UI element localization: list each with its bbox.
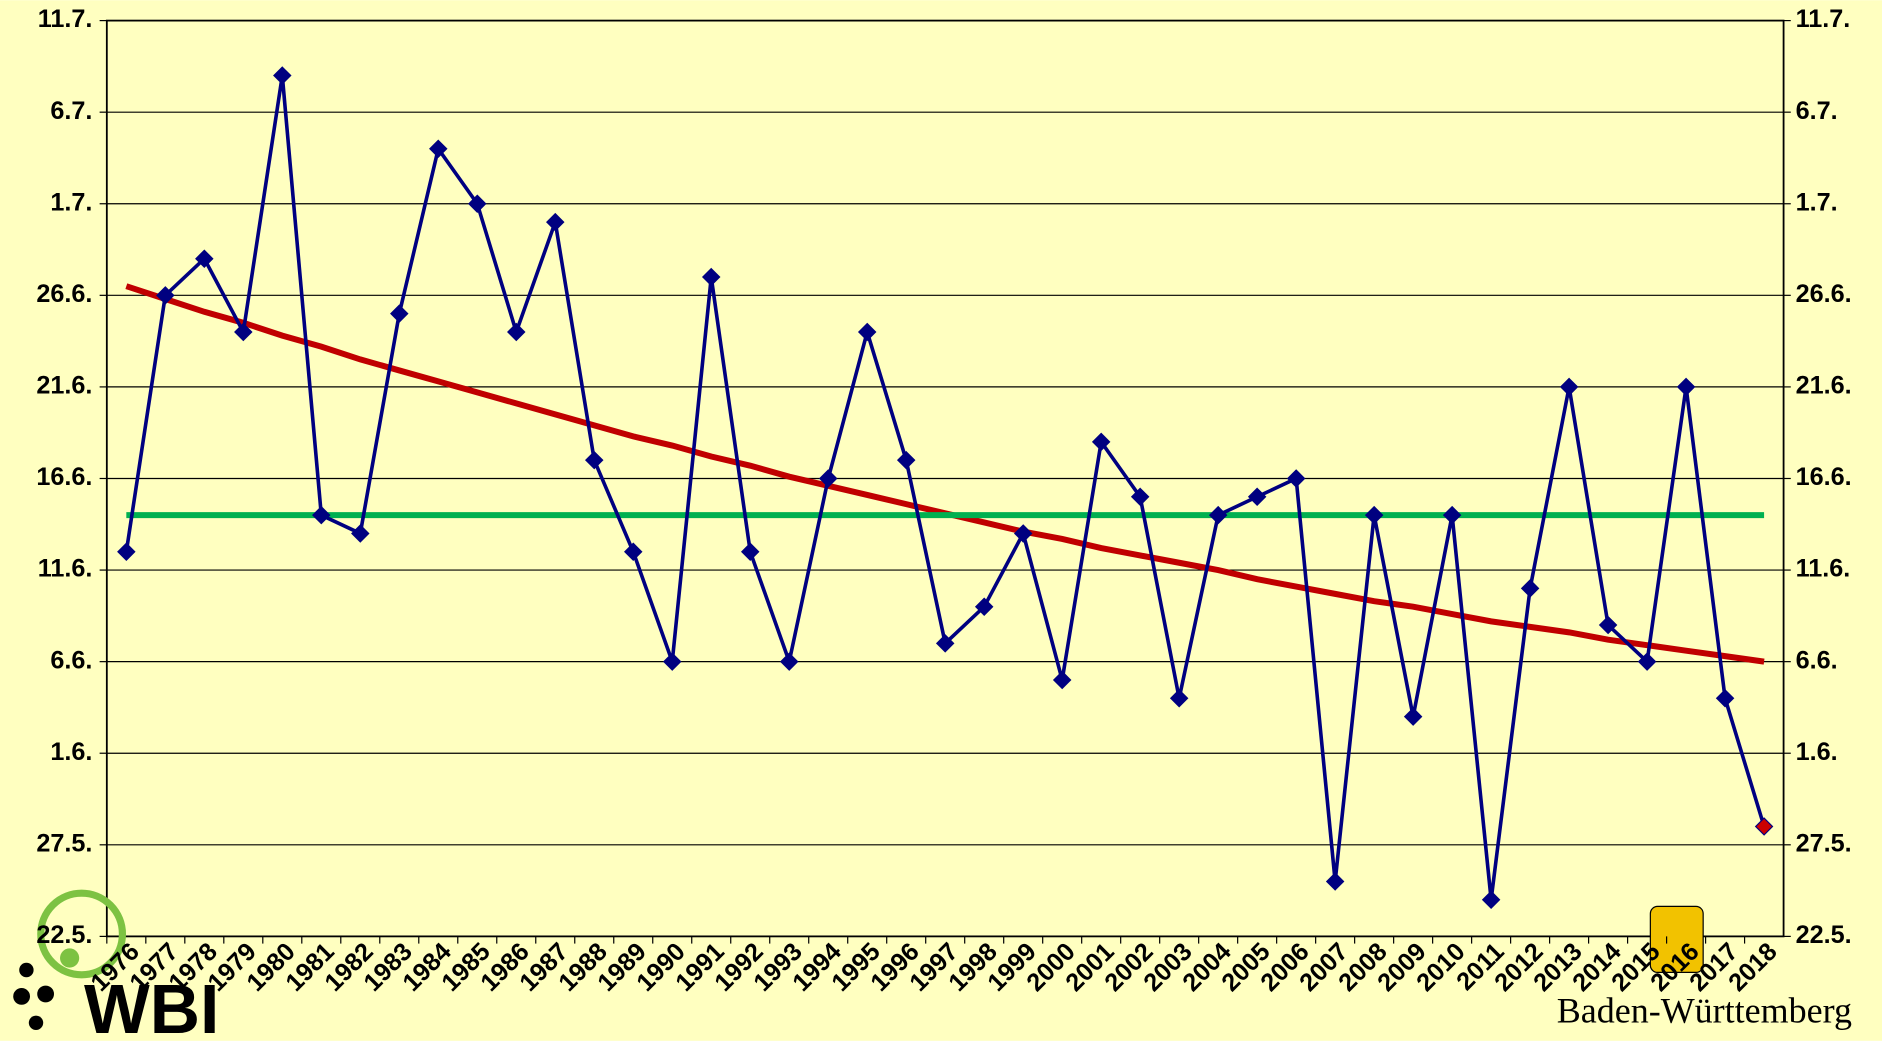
- y-tick-label: 11.6.: [38, 555, 93, 583]
- y2-tick-label: 16.6.: [1796, 463, 1852, 491]
- data-point: [1325, 872, 1345, 891]
- y2-tick-label: 11.6.: [1796, 555, 1851, 583]
- y2-tick-label: 27.5.: [1796, 829, 1852, 857]
- data-point: [662, 652, 682, 671]
- data-point: [779, 652, 799, 671]
- data-point: [117, 542, 136, 562]
- logo-text: WBI: [84, 970, 219, 1041]
- data-point: [507, 322, 526, 342]
- data-point: [312, 505, 331, 525]
- y2-tick-label: 6.6.: [1796, 646, 1838, 674]
- data-point: [1676, 377, 1696, 397]
- wbi-logo: WBI: [13, 889, 219, 1046]
- data-point: [390, 304, 409, 323]
- data-point: [701, 267, 721, 287]
- data-point: [857, 322, 877, 342]
- data-point: [1754, 817, 1774, 836]
- logo-dot: [37, 985, 55, 1003]
- y-tick-label: 27.5.: [36, 829, 92, 857]
- data-point: [1403, 707, 1423, 726]
- data-point: [1520, 579, 1540, 598]
- data-point: [818, 469, 838, 488]
- data-point: [1247, 487, 1267, 507]
- y2-tick-label: 11.7.: [1796, 5, 1851, 33]
- logo-dot: [28, 1015, 44, 1031]
- logo-text: Baden-Württemberg: [1557, 991, 1852, 1031]
- y-tick-label: 16.6.: [36, 463, 92, 491]
- data-point: [740, 542, 760, 562]
- data-point: [429, 139, 448, 159]
- y2-tick-label: 1.7.: [1796, 188, 1838, 216]
- y-tick-label: 11.7.: [38, 5, 93, 33]
- y2-tick-label: 21.6.: [1796, 372, 1852, 400]
- data-point: [623, 542, 643, 562]
- y-tick-label: 26.6.: [36, 280, 92, 308]
- data-point: [546, 212, 565, 232]
- y2-tick-label: 6.7.: [1796, 97, 1838, 125]
- data-point: [351, 524, 370, 543]
- y2-tick-label: 22.5.: [1796, 921, 1852, 949]
- data-point: [935, 634, 955, 653]
- data-point: [273, 66, 292, 85]
- data-point: [1559, 377, 1579, 397]
- data-point: [234, 322, 253, 342]
- data-point: [1481, 890, 1501, 910]
- data-point: [1052, 670, 1072, 690]
- y-tick-label: 6.6.: [50, 646, 92, 674]
- state-logo: Baden-Württemberg: [1557, 905, 1852, 1031]
- logo-dot: [13, 987, 31, 1005]
- data-point: [1286, 469, 1306, 488]
- data-point: [585, 450, 604, 470]
- data-point: [1715, 689, 1735, 708]
- data-point: [195, 249, 214, 268]
- data-point: [1208, 505, 1228, 525]
- data-point: [1130, 487, 1150, 507]
- y-tick-label: 6.7.: [50, 97, 92, 125]
- data-point: [468, 194, 487, 214]
- data-point: [1364, 505, 1384, 525]
- y2-tick-label: 26.6.: [1796, 280, 1852, 308]
- data-point: [896, 450, 916, 470]
- data-point: [1637, 652, 1657, 671]
- data-point: [1013, 524, 1033, 543]
- data-point: [1169, 689, 1189, 708]
- y-tick-label: 21.6.: [36, 372, 92, 400]
- y-tick-label: 1.6.: [50, 738, 92, 766]
- logo-ring: [37, 889, 127, 979]
- data-point: [974, 597, 994, 616]
- y-tick-label: 1.7.: [50, 188, 92, 216]
- data-point: [1598, 615, 1618, 635]
- data-point: [1442, 505, 1462, 525]
- logo-dot: [60, 948, 80, 968]
- y2-tick-label: 1.6.: [1796, 738, 1838, 766]
- y-tick-label: 22.5.: [36, 921, 92, 949]
- logo-dot: [19, 962, 34, 978]
- data-point: [1091, 432, 1111, 452]
- coat-of-arms: [1649, 905, 1704, 973]
- data-point: [156, 286, 175, 305]
